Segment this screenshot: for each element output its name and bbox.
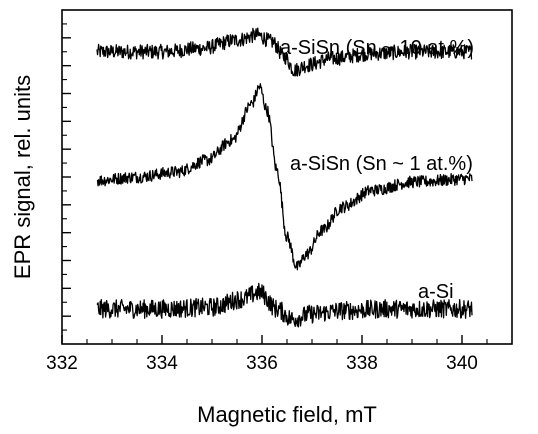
x-tick-label: 334 — [146, 353, 178, 374]
x-axis-label: Magnetic field, mT — [197, 402, 377, 427]
series-label-sisn-1: a-SiSn (Sn ~ 1 at.%) — [290, 153, 473, 175]
x-axis-ticks: 332 334 336 338 340 — [46, 335, 488, 374]
x-tick-label: 336 — [246, 353, 278, 374]
series-label-si: a-Si — [418, 281, 454, 303]
y-axis-ticks — [62, 23, 71, 331]
series-line-sisn-1 — [96, 83, 473, 271]
series-group — [96, 27, 473, 328]
x-tick-label: 340 — [446, 353, 478, 374]
series-line-si — [96, 282, 473, 328]
y-axis-label: EPR signal, rel. units — [10, 75, 35, 279]
series-line-sisn-10 — [96, 27, 473, 77]
x-tick-label: 338 — [346, 353, 378, 374]
x-tick-label: 332 — [46, 353, 78, 374]
series-label-sisn-10: a-SiSn (Sn ~ 10 at.%) — [280, 37, 474, 59]
